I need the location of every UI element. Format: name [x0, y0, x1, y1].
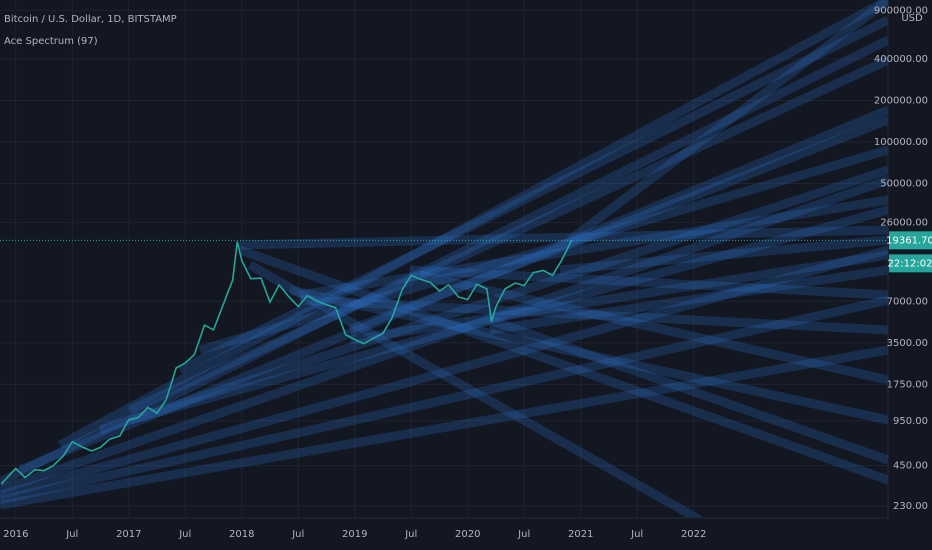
countdown-box — [889, 254, 932, 273]
y-tick-label: 1750.00 — [887, 379, 928, 390]
x-tick-label: Jul — [517, 529, 530, 540]
countdown-label: 22:12:02 — [888, 258, 932, 269]
x-tick-label: Jul — [630, 529, 643, 540]
y-tick-label: 26000.00 — [880, 218, 928, 229]
y-tick-label: 400000.00 — [874, 54, 928, 65]
y-tick-label: 50000.00 — [880, 179, 928, 190]
x-tick-label: Jul — [291, 529, 304, 540]
y-tick-label: 7000.00 — [887, 296, 928, 307]
price-line — [0, 239, 573, 485]
last-price-label: 19361.70 — [886, 235, 932, 246]
y-tick-label: 200000.00 — [874, 95, 928, 106]
spectrum-bands — [0, 0, 888, 517]
chart-title: Bitcoin / U.S. Dollar, 1D, BITSTAMP — [4, 14, 177, 25]
x-tick-label: 2016 — [3, 529, 28, 540]
y-tick-label: 230.00 — [893, 501, 928, 512]
y-tick-label: 450.00 — [893, 461, 928, 472]
x-tick-label: 2022 — [681, 529, 706, 540]
x-tick-label: Jul — [404, 529, 417, 540]
price-axis — [888, 0, 932, 550]
last-price-box — [889, 231, 932, 250]
currency-label: USD — [901, 13, 923, 24]
indicator-label: Ace Spectrum (97) — [4, 36, 98, 47]
y-tick-label: 100000.00 — [874, 137, 928, 148]
plot — [0, 239, 573, 485]
grid — [0, 0, 888, 517]
x-tick-label: Jul — [65, 529, 78, 540]
y-tick-label: 950.00 — [893, 416, 928, 427]
x-tick-label: 2021 — [568, 529, 593, 540]
y-tick-label: 3500.00 — [887, 338, 928, 349]
y-tick-label: 900000.00 — [874, 5, 928, 16]
x-tick-label: 2018 — [229, 529, 254, 540]
x-tick-label: 2020 — [455, 529, 480, 540]
x-tick-label: Jul — [178, 529, 191, 540]
x-tick-label: 2019 — [342, 529, 367, 540]
x-tick-label: 2017 — [116, 529, 141, 540]
